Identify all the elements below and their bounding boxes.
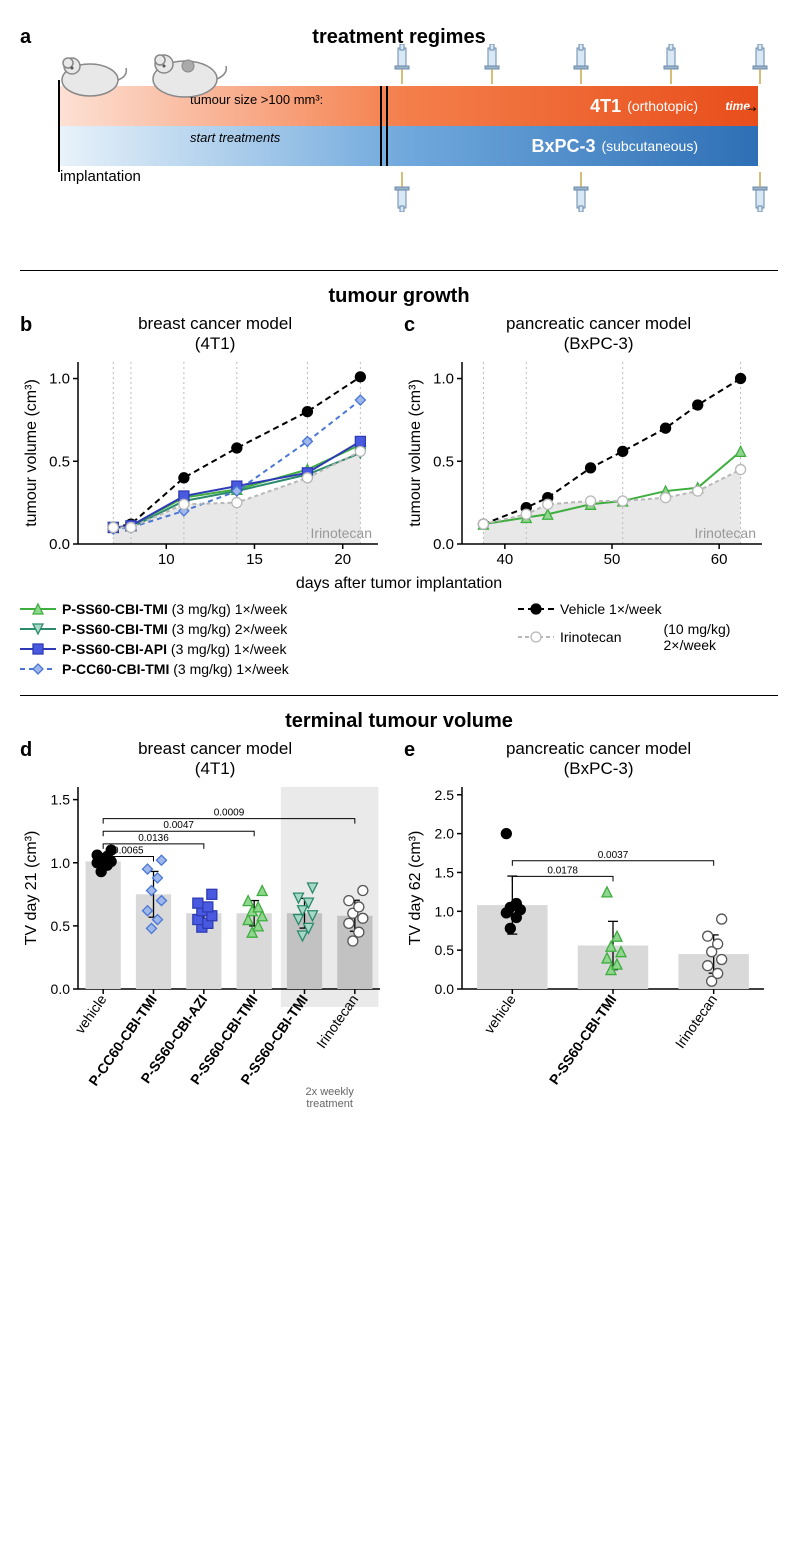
panel-b-title: breast cancer model — [138, 314, 292, 333]
svg-text:vehicle: vehicle — [72, 991, 110, 1036]
chart-d: 0.00.51.01.5TV day 21 (cm³)vehicleP-CC60… — [20, 779, 390, 1119]
chart-e: 0.0 0.5 1.0 1.5 2.0 2.5 TV day 62 (cm³) vehicle… — [404, 779, 774, 1119]
mouse-icon — [50, 48, 130, 98]
syringe-icon — [748, 168, 772, 212]
svg-text:1.0: 1.0 — [433, 371, 454, 388]
svg-text:0.0136: 0.0136 — [138, 833, 169, 844]
panel-e-label: e — [404, 739, 415, 762]
top-model: 4T1 — [590, 96, 621, 117]
panel-a-label: a — [20, 26, 31, 49]
syringe-icon — [748, 44, 772, 88]
legend-item: P-SS60-CBI-API (3 mg/kg) 1×/week — [20, 641, 478, 657]
svg-text:Irinotecan: Irinotecan — [311, 525, 372, 541]
syringe-icon — [390, 44, 414, 88]
panel-b-label: b — [20, 314, 32, 337]
legend-item: Irinotecan(10 mg/kg) 2×/week — [518, 621, 778, 653]
svg-text:20: 20 — [334, 551, 351, 568]
legend-item: P-SS60-CBI-TMI (3 mg/kg) 2×/week — [20, 621, 478, 637]
svg-text:0.0065: 0.0065 — [113, 845, 144, 856]
start-treatments-label: start treatments — [190, 130, 280, 145]
svg-text:0.0: 0.0 — [435, 981, 455, 997]
svg-text:0.0037: 0.0037 — [598, 850, 629, 861]
svg-text:1.5: 1.5 — [51, 792, 71, 808]
legend-item: Vehicle 1×/week — [518, 601, 778, 617]
svg-text:0.0009: 0.0009 — [214, 808, 245, 819]
svg-text:0.0: 0.0 — [49, 536, 70, 553]
syringe-icon — [569, 44, 593, 88]
chart-b: 10 15 20 0.0 0.5 1.0 tumour volume (cm³) Irinot… — [20, 354, 390, 574]
terminal-charts: d breast cancer model (4T1) 0.0 0.5 1.0 1.5… — [20, 739, 778, 1124]
panel-c-title: pancreatic cancer model — [506, 314, 691, 333]
svg-text:TV day 21 (cm³): TV day 21 (cm³) — [23, 831, 40, 946]
svg-text:Irinotecan: Irinotecan — [672, 992, 720, 1052]
svg-text:0.0: 0.0 — [51, 981, 71, 997]
svg-text:1.5: 1.5 — [435, 864, 455, 880]
svg-text:TV day 62 (cm³): TV day 62 (cm³) — [407, 831, 424, 946]
svg-text:vehicle: vehicle — [481, 991, 519, 1036]
legend-item: P-CC60-CBI-TMI (3 mg/kg) 1×/week — [20, 661, 478, 677]
svg-text:0.5: 0.5 — [435, 942, 455, 958]
mouse-icon — [140, 44, 230, 99]
svg-text:10: 10 — [158, 551, 175, 568]
svg-text:tumour volume (cm³): tumour volume (cm³) — [23, 379, 40, 527]
panel-e-title: pancreatic cancer model — [506, 739, 691, 758]
svg-text:1.0: 1.0 — [51, 855, 71, 871]
panel-d-subtitle: (4T1) — [195, 759, 236, 778]
svg-text:0.5: 0.5 — [51, 918, 71, 934]
panel-d-label: d — [20, 739, 32, 762]
legend-item: P-SS60-CBI-TMI (3 mg/kg) 1×/week — [20, 601, 478, 617]
legend: P-SS60-CBI-TMI (3 mg/kg) 1×/week P-SS60-… — [20, 601, 778, 681]
svg-text:0.0178: 0.0178 — [547, 865, 578, 876]
svg-text:40: 40 — [497, 551, 514, 568]
svg-text:2x weekly: 2x weekly — [306, 1086, 355, 1098]
panel-e-subtitle: (BxPC-3) — [564, 759, 634, 778]
top-route: (orthotopic) — [627, 98, 698, 114]
svg-text:50: 50 — [604, 551, 621, 568]
panel-a: a treatment regimes 4T1 (orthotopic) tim… — [20, 26, 778, 256]
chart-c: 40 50 60 0.0 0.5 1.0 tumour volume (cm³) Irinot… — [404, 354, 774, 574]
syringe-icon — [390, 168, 414, 212]
svg-text:0.5: 0.5 — [433, 453, 454, 470]
svg-text:tumour volume (cm³): tumour volume (cm³) — [407, 379, 424, 527]
svg-text:1.0: 1.0 — [435, 903, 455, 919]
svg-text:Irinotecan: Irinotecan — [695, 525, 756, 541]
svg-text:2.0: 2.0 — [435, 826, 455, 842]
svg-text:60: 60 — [711, 551, 728, 568]
growth-charts: b breast cancer model (4T1) 10 15 20 0.0 0.5… — [20, 314, 778, 579]
bottom-route: (subcutaneous) — [601, 138, 698, 154]
bar-bottom: BxPC-3 (subcutaneous) — [60, 126, 758, 166]
syringe-icon — [569, 168, 593, 212]
svg-text:1.0: 1.0 — [49, 371, 70, 388]
svg-text:2.5: 2.5 — [435, 787, 455, 803]
svg-text:0.0: 0.0 — [433, 536, 454, 553]
bottom-model: BxPC-3 — [531, 136, 595, 157]
svg-text:treatment: treatment — [306, 1098, 352, 1110]
panel-b-subtitle: (4T1) — [195, 334, 236, 353]
syringe-icon — [659, 44, 683, 88]
implantation-label: implantation — [60, 168, 141, 185]
svg-text:0.5: 0.5 — [49, 453, 70, 470]
terminal-title: terminal tumour volume — [20, 710, 778, 733]
svg-text:0.0047: 0.0047 — [163, 820, 194, 831]
panel-c-subtitle: (BxPC-3) — [564, 334, 634, 353]
svg-text:15: 15 — [246, 551, 263, 568]
svg-text:P-SS60-CBI-TMI: P-SS60-CBI-TMI — [546, 992, 620, 1088]
panel-d-title: breast cancer model — [138, 739, 292, 758]
panel-c-label: c — [404, 314, 415, 337]
syringe-icon — [480, 44, 504, 88]
tumour-growth-title: tumour growth — [20, 285, 778, 308]
